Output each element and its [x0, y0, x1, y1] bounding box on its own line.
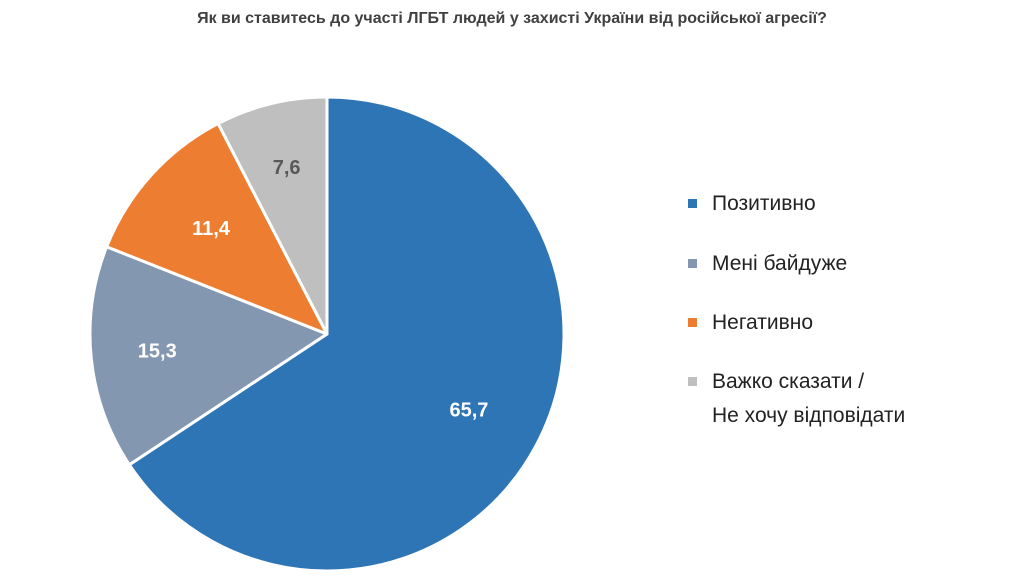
legend-swatch [688, 259, 697, 268]
pie-slice-label: 65,7 [449, 399, 488, 421]
legend-label-line: Не хочу відповідати [712, 404, 906, 427]
pie-slice [105, 122, 329, 336]
pie-slices [88, 95, 566, 573]
legend-label-line: Важко сказати / [712, 370, 865, 393]
legend-item: Негативно [688, 309, 813, 340]
legend-swatch [688, 377, 697, 386]
legend-label: Мені байдуже [712, 247, 847, 281]
pie-slice-label: 7,6 [273, 157, 301, 179]
legend-label-line: Мені байдуже [712, 252, 848, 275]
legend-item: Позитивно [688, 190, 816, 221]
legend-item: Мені байдуже [688, 250, 847, 281]
pie-slice-label: 11,4 [192, 218, 231, 240]
legend-label-line: Позитивно [712, 192, 816, 215]
pie-slice [127, 95, 566, 573]
legend-label: Важко сказати / Не хочу відповідати [712, 365, 905, 433]
legend-label: Негативно [712, 306, 813, 340]
pie-slice-labels: 65,7 15,3 11,4 7,6 [138, 157, 489, 421]
legend-swatch [688, 318, 697, 327]
pie-slice [88, 245, 329, 467]
legend-label: Позитивно [712, 187, 816, 221]
pie-slice-label: 15,3 [138, 341, 177, 363]
legend-label-line: Негативно [712, 311, 814, 334]
legend-item: Важко сказати / Не хочу відповідати [688, 368, 905, 433]
pie-slice [216, 95, 329, 336]
chart-title: Як ви ставитесь до участі ЛГБТ людей у з… [197, 10, 827, 27]
legend-swatch [688, 199, 697, 208]
